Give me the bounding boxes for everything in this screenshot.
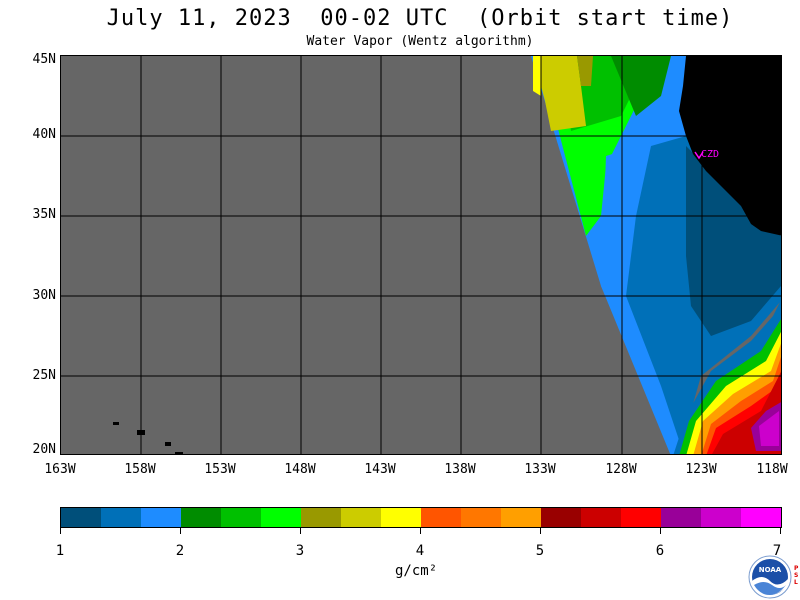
colorbar-tick: [780, 528, 781, 534]
colorbar-label-1: 1: [55, 543, 65, 559]
colorbar-swatch: [261, 508, 301, 527]
lon-label-163w: 163W: [44, 462, 76, 477]
colorbar-swatch: [621, 508, 661, 527]
colorbar-swatch: [381, 508, 421, 527]
lat-lon-grid: [61, 56, 781, 454]
lat-label-45n: 45N: [32, 52, 56, 67]
colorbar-swatch: [61, 508, 101, 527]
colorbar-tick: [420, 528, 421, 534]
colorbar-tick: [60, 528, 61, 534]
hawaiian-islands: [113, 422, 183, 454]
land-mask: [679, 56, 781, 236]
map-title: July 11, 2023 00-02 UTC (Orbit start tim…: [106, 6, 734, 31]
lon-label-118w: 118W: [756, 462, 788, 477]
lon-label-158w: 158W: [124, 462, 156, 477]
colorbar-swatch: [581, 508, 621, 527]
colorbar-label-3: 3: [295, 543, 305, 559]
colorbar-tick: [660, 528, 661, 534]
logo-text: NOAA: [759, 566, 782, 574]
colorbar: [60, 507, 782, 528]
satellite-swath: [531, 56, 781, 454]
colorbar-swatch: [541, 508, 581, 527]
moisture-plume: [673, 300, 781, 454]
colorbar-label-4: 4: [415, 543, 425, 559]
lon-label-133w: 133W: [524, 462, 556, 477]
colorbar-swatch: [301, 508, 341, 527]
colorbar-swatch: [661, 508, 701, 527]
colorbar-tick: [300, 528, 301, 534]
colorbar-swatch: [701, 508, 741, 527]
lon-label-138w: 138W: [444, 462, 476, 477]
colorbar-swatch: [501, 508, 541, 527]
lon-label-148w: 148W: [284, 462, 316, 477]
lat-label-25n: 25N: [32, 368, 56, 383]
colorbar-swatch: [421, 508, 461, 527]
colorbar-tick: [180, 528, 181, 534]
colorbar-swatch: [221, 508, 261, 527]
colorbar-swatch: [461, 508, 501, 527]
lon-label-143w: 143W: [364, 462, 396, 477]
lon-label-123w: 123W: [685, 462, 717, 477]
map-subtitle: Water Vapor (Wentz algorithm): [306, 34, 534, 49]
station-marker-czd: CZD: [694, 149, 719, 160]
lat-label-20n: 20N: [32, 442, 56, 457]
colorbar-label-2: 2: [175, 543, 185, 559]
lat-label-40n: 40N: [32, 127, 56, 142]
colorbar-tick: [540, 528, 541, 534]
colorbar-swatch: [141, 508, 181, 527]
lat-label-35n: 35N: [32, 207, 56, 222]
colorbar-swatch: [181, 508, 221, 527]
colorbar-label-5: 5: [535, 543, 545, 559]
lon-label-153w: 153W: [204, 462, 236, 477]
lat-label-30n: 30N: [32, 288, 56, 303]
colorbar-swatch: [741, 508, 781, 527]
colorbar-swatch: [101, 508, 141, 527]
noaa-logo-icon: NOAA: [748, 555, 792, 599]
colorbar-label-6: 6: [655, 543, 665, 559]
map-canvas: CZD: [61, 56, 781, 454]
lon-label-128w: 128W: [605, 462, 637, 477]
colorbar-units: g/cm²: [395, 563, 438, 579]
colorbar-label-7: 7: [772, 543, 782, 559]
station-label: CZD: [701, 149, 719, 160]
water-vapor-map: CZD: [60, 55, 782, 455]
colorbar-swatch: [341, 508, 381, 527]
